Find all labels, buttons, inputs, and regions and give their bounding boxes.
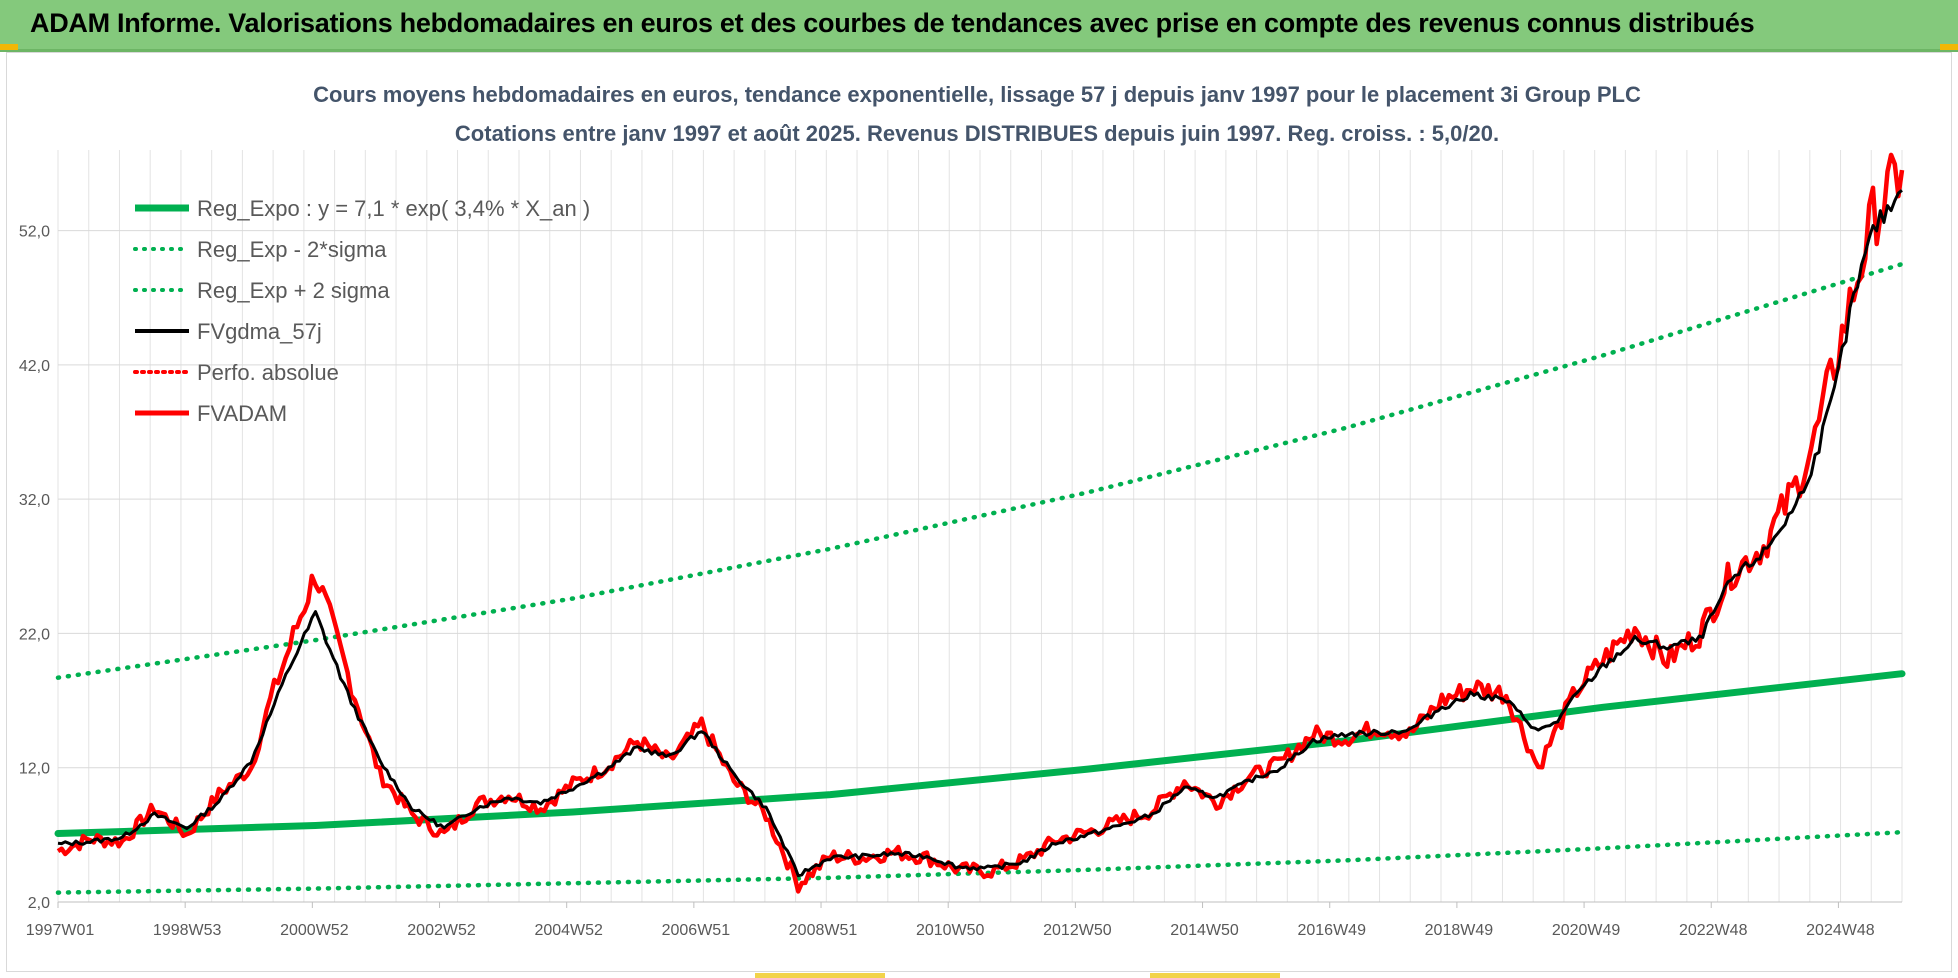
legend-label: Perfo. absolue	[197, 360, 339, 385]
chart-subtitle: Cotations entre janv 1997 et août 2025. …	[455, 121, 1499, 146]
y-tick-label: 2,0	[28, 895, 50, 912]
x-tick-label: 2006W51	[662, 922, 731, 939]
x-tick-label: 2024W48	[1806, 922, 1875, 939]
legend: Reg_Expo : y = 7,1 * exp( 3,4% * X_an ) R…	[133, 196, 590, 426]
corner-mark-left	[0, 44, 18, 50]
legend-label: Reg_Exp - 2*sigma	[197, 237, 387, 262]
x-tick-label: 2014W50	[1170, 922, 1239, 939]
x-tick-label: 2012W50	[1043, 922, 1112, 939]
y-tick-label: 52,0	[19, 224, 50, 241]
x-tick-label: 2010W50	[916, 922, 985, 939]
x-tick-label: 2008W51	[789, 922, 858, 939]
chart-title: Cours moyens hebdomadaires en euros, ten…	[313, 82, 1641, 107]
y-tick-label: 42,0	[19, 358, 50, 375]
legend-label: Reg_Exp + 2 sigma	[197, 278, 390, 303]
legend-label: Reg_Expo : y = 7,1 * exp( 3,4% * X_an )	[197, 196, 590, 221]
x-tick-label: 2018W49	[1425, 922, 1494, 939]
legend-label: FVADAM	[197, 401, 287, 426]
legend-label: FVgdma_57j	[197, 319, 322, 344]
axes: 2,0 12,0 22,0 32,0 42,0 52,0 1997W01 1998W53 200…	[19, 224, 1902, 939]
x-tick-label: 2000W52	[280, 922, 349, 939]
series-line-0	[54, 670, 1906, 837]
y-tick-label: 22,0	[19, 626, 50, 643]
x-tick-label: 2020W49	[1552, 922, 1621, 939]
series-line-1	[55, 829, 1905, 895]
header-banner: ADAM Informe. Valorisations hebdomadaire…	[0, 0, 1958, 52]
series-line-fvgdma	[57, 189, 1903, 878]
x-tick-label: 2022W48	[1679, 922, 1748, 939]
bottom-accent-2	[1150, 973, 1280, 978]
x-tick-label: 2004W52	[534, 922, 603, 939]
x-tick-label: 2002W52	[407, 922, 476, 939]
x-tick-label: 1997W01	[26, 922, 95, 939]
y-tick-label: 12,0	[19, 761, 50, 778]
series-lines	[54, 152, 1906, 895]
y-tick-label: 32,0	[19, 492, 50, 509]
chart-frame	[6, 52, 1952, 972]
report-title: ADAM Informe. Valorisations hebdomadaire…	[30, 8, 1755, 38]
gridlines	[57, 150, 1903, 903]
bottom-accent-1	[755, 973, 885, 978]
corner-mark-right	[1940, 44, 1958, 50]
x-tick-label: 2016W49	[1297, 922, 1366, 939]
x-tick-label: 1998W53	[153, 922, 222, 939]
